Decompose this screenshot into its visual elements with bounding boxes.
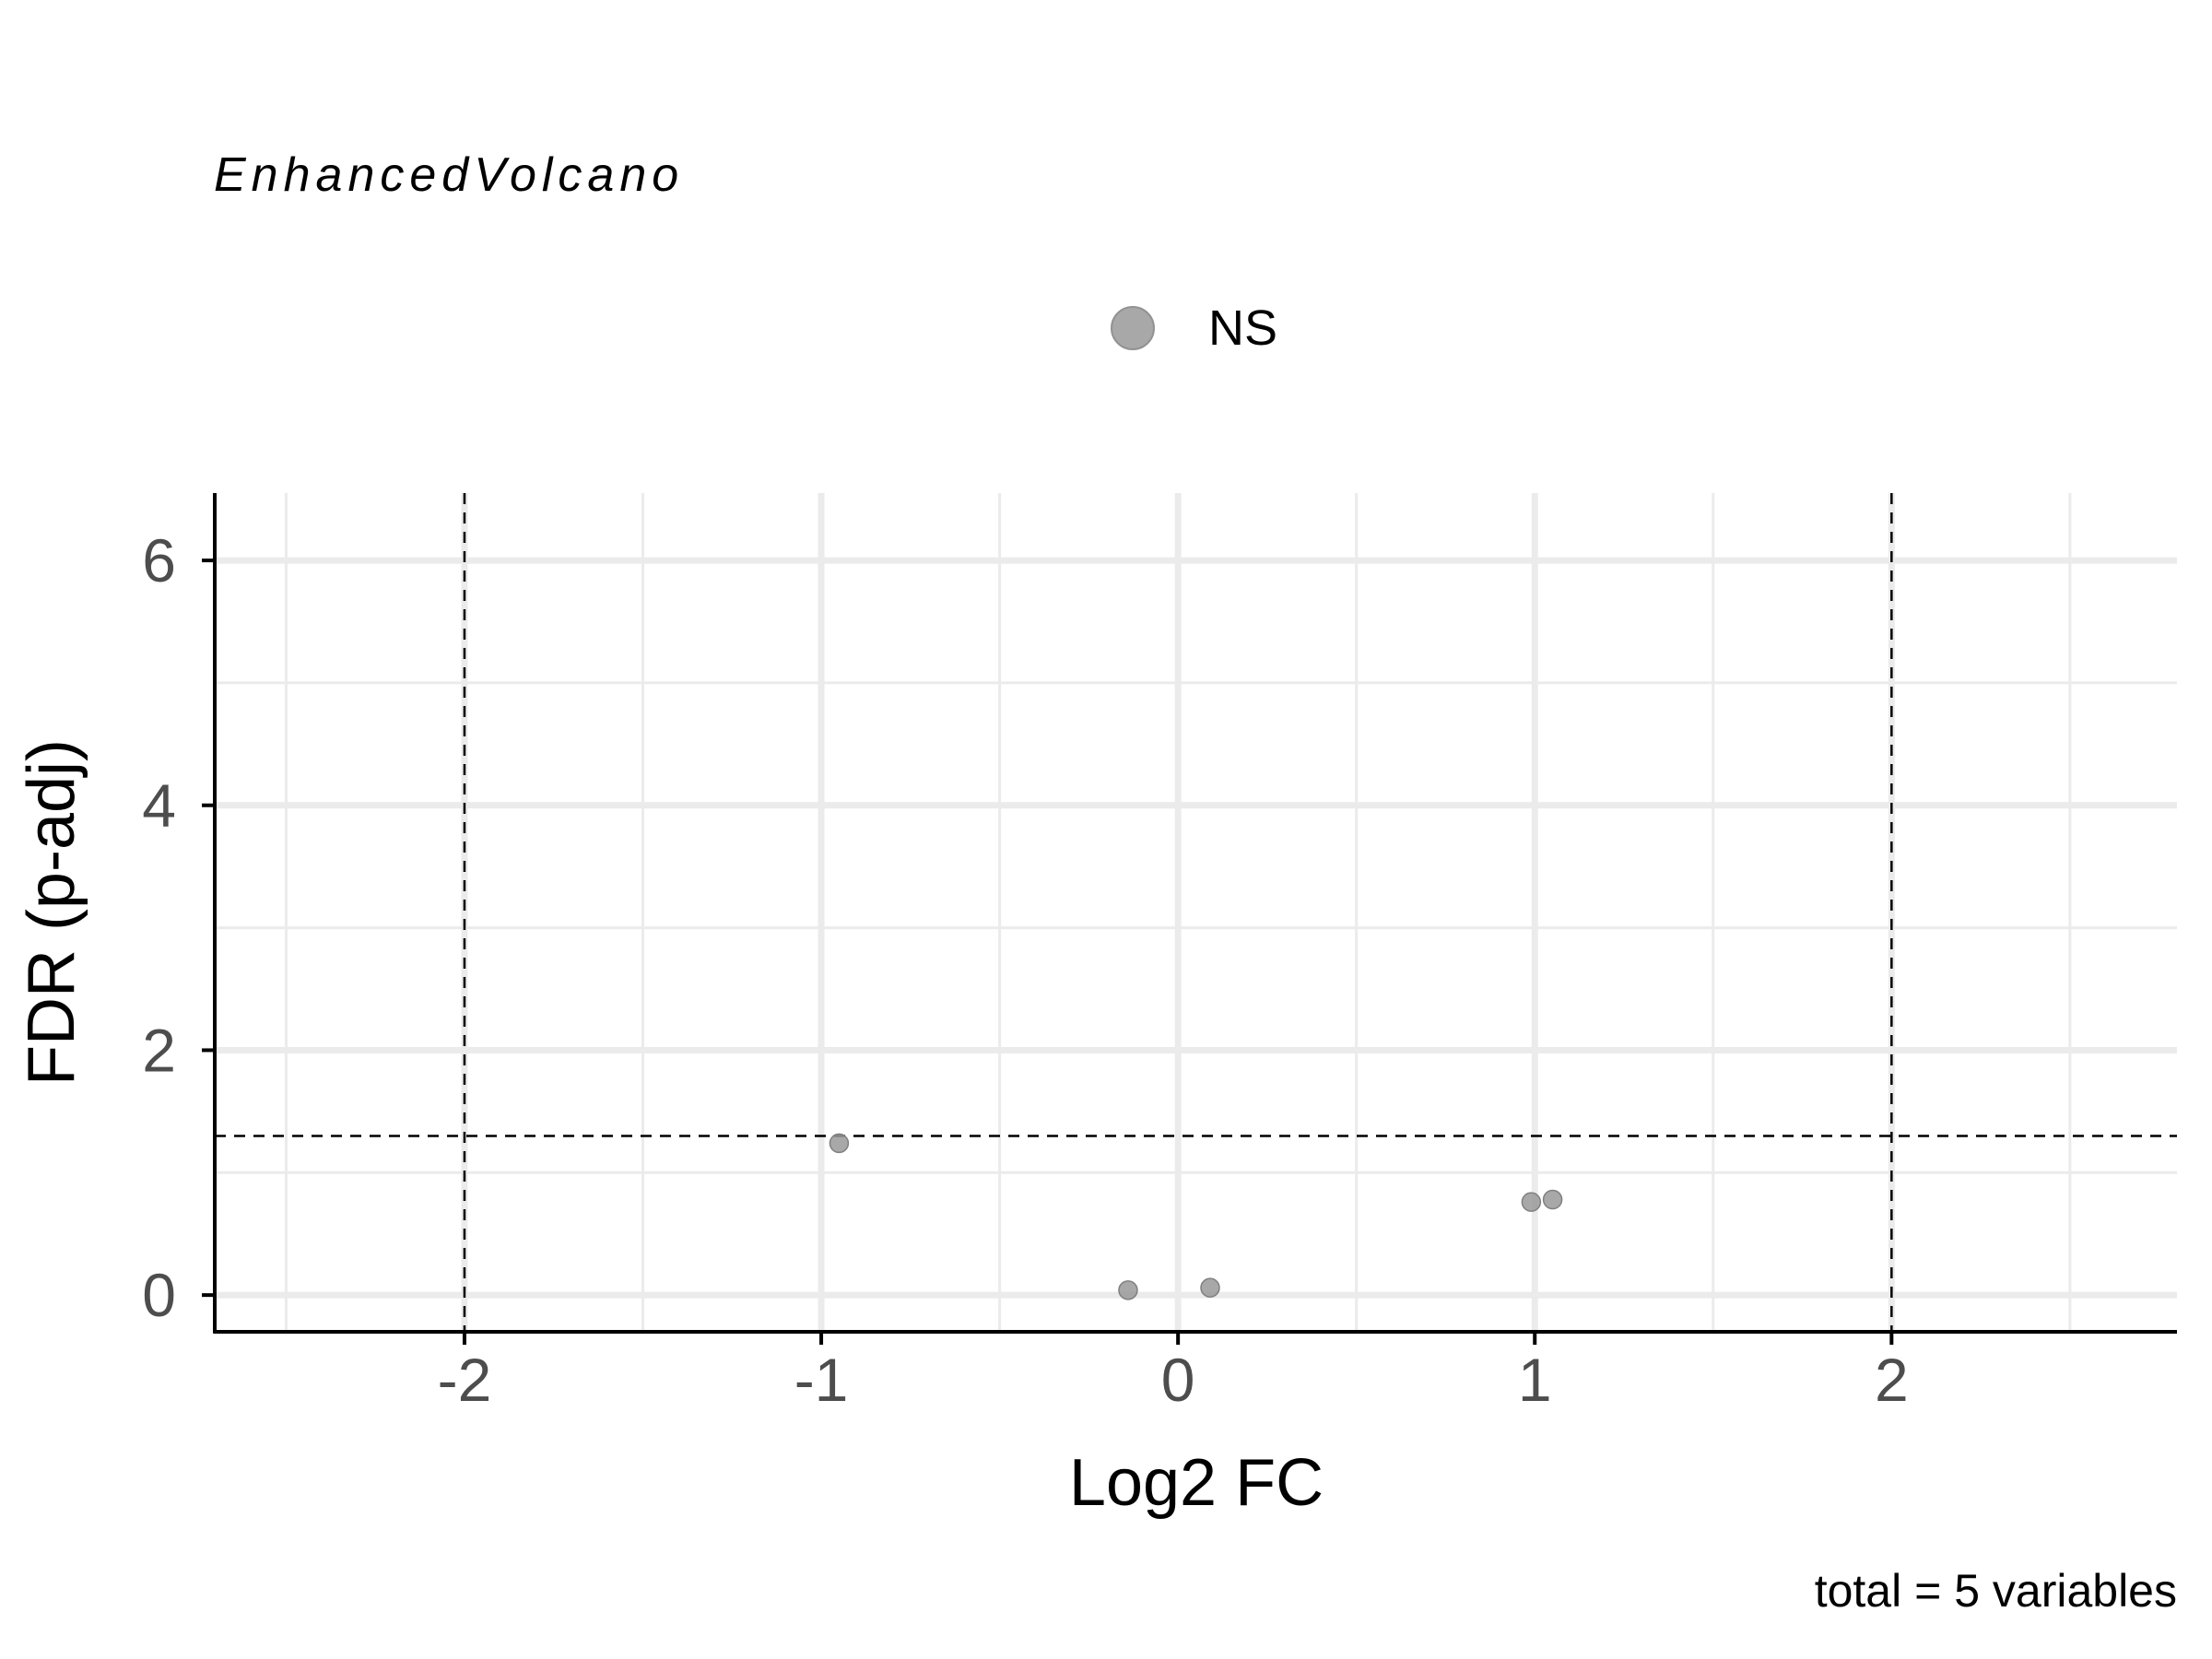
chart-caption: total = 5 variables [1814, 1565, 2177, 1617]
y-axis-title: FDR (p-adj) [15, 739, 88, 1086]
cutoff-lines [215, 493, 2177, 1332]
chart-subtitle: EnhancedVolcano [214, 148, 685, 202]
legend: NS [1111, 298, 1277, 359]
data-points [829, 1133, 1563, 1300]
data-point [1200, 1277, 1220, 1298]
legend-marker-ns [1111, 306, 1155, 350]
axis-ticks: -2 -1 0 1 2 0 2 4 6 [142, 526, 1908, 1414]
data-point [829, 1133, 850, 1154]
y-tick-label: 0 [142, 1261, 176, 1329]
x-tick-label: 2 [1875, 1346, 1909, 1414]
x-tick-label: 1 [1518, 1346, 1552, 1414]
y-tick-label: 4 [142, 771, 176, 840]
data-point [1521, 1192, 1542, 1212]
legend-label-ns: NS [1208, 300, 1278, 356]
x-tick-label: -1 [794, 1346, 849, 1414]
x-tick-label: 0 [1161, 1346, 1195, 1414]
axes [213, 493, 2177, 1334]
y-tick-label: 6 [142, 526, 176, 594]
data-point [1118, 1280, 1138, 1300]
y-tick-label: 2 [142, 1016, 176, 1084]
x-tick-label: -2 [438, 1346, 492, 1414]
grid-lines [215, 493, 2177, 1332]
data-point [1542, 1189, 1563, 1210]
x-axis-title: Log2 FC [1069, 1446, 1324, 1520]
